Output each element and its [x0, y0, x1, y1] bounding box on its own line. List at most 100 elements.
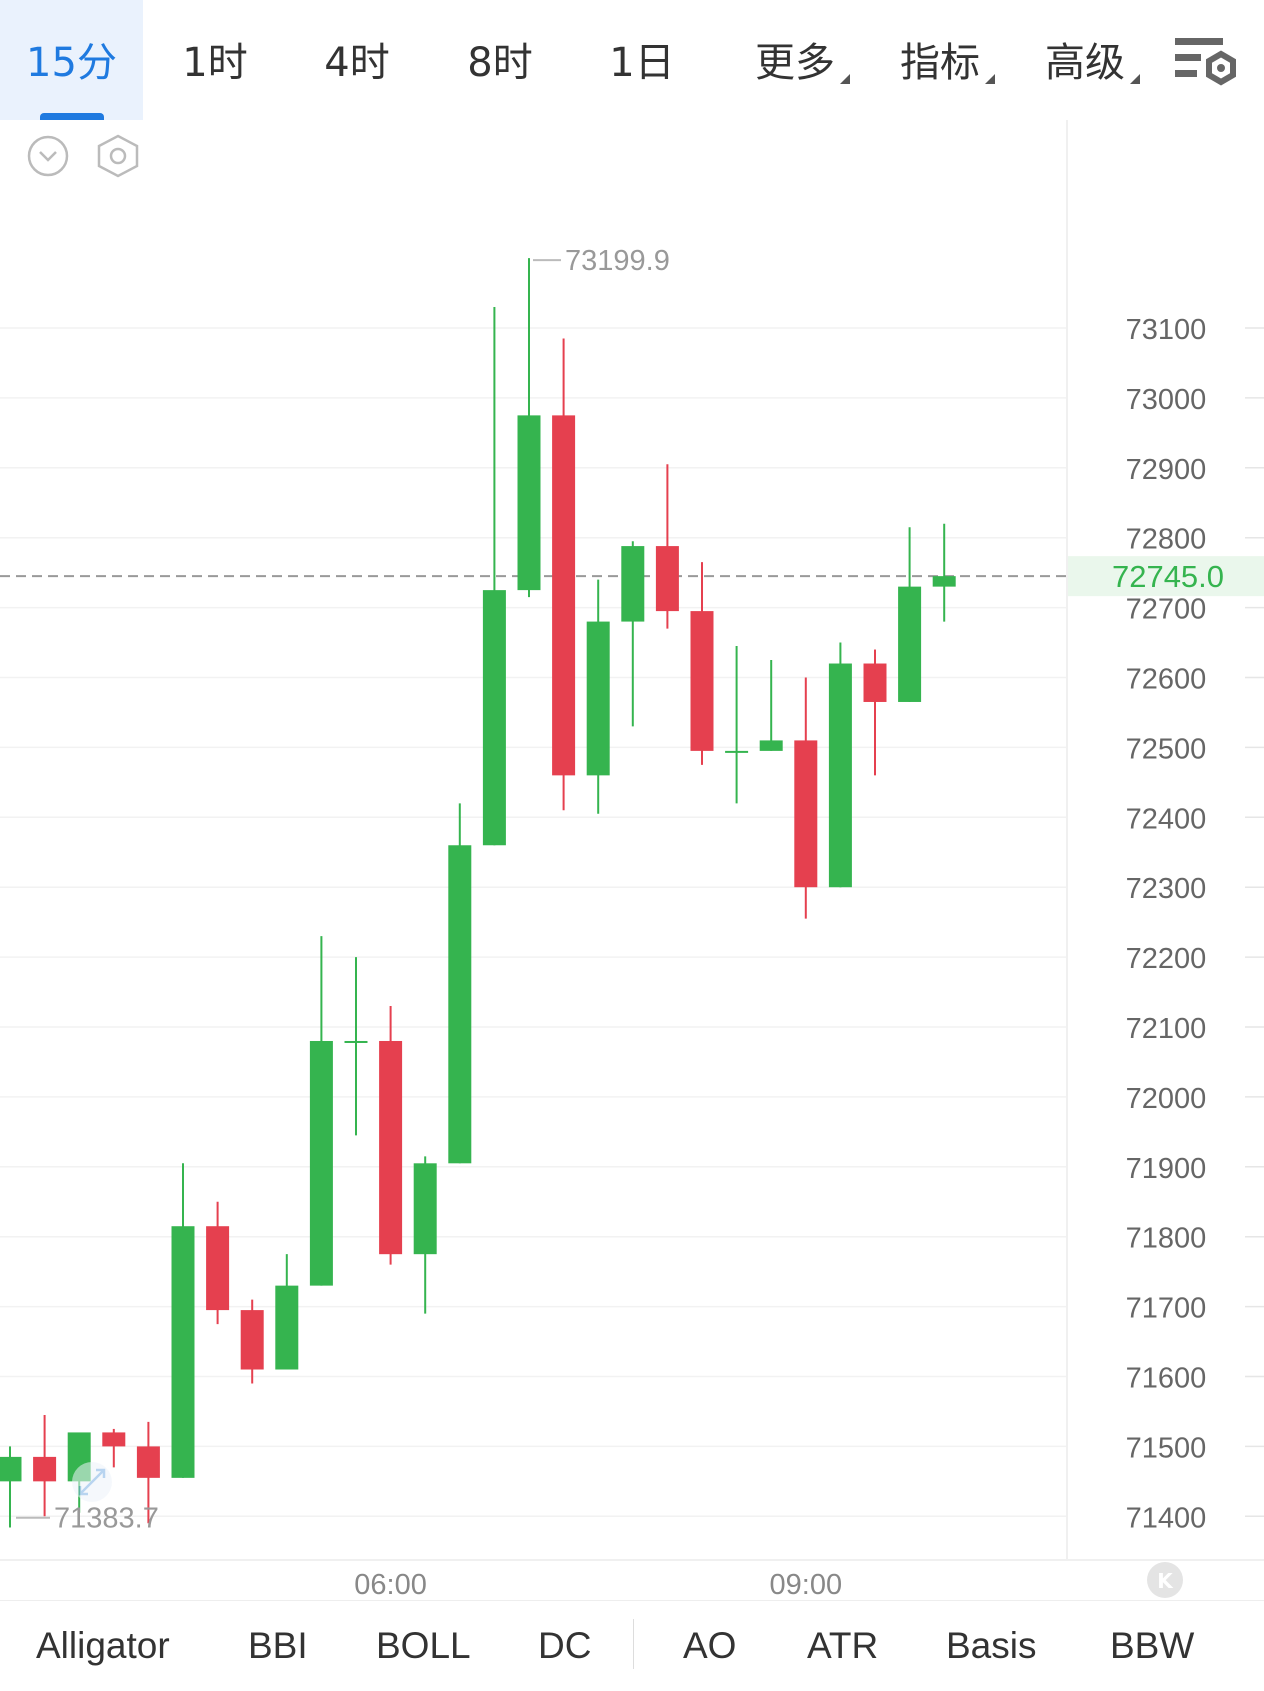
candle-body	[448, 845, 472, 1164]
indicator-alligator[interactable]: Alligator	[36, 1625, 170, 1666]
indicator-atr[interactable]: ATR	[807, 1625, 879, 1666]
hexagon-gear-icon[interactable]	[97, 134, 139, 178]
tab-4h[interactable]: 4时	[307, 0, 407, 120]
tab-label: 8时	[467, 40, 533, 86]
candle	[932, 523, 956, 622]
candle-body	[482, 590, 506, 846]
candle-body	[725, 750, 749, 753]
candle-body	[171, 1226, 195, 1478]
candle	[171, 1163, 195, 1478]
tab-1h[interactable]: 1时	[165, 0, 265, 120]
y-tick-label: 72600	[1126, 664, 1207, 696]
y-tick-label: 72300	[1126, 873, 1207, 905]
tab-label: 1日	[609, 40, 675, 86]
candle	[309, 936, 333, 1286]
y-tick-label: 72100	[1126, 1013, 1207, 1045]
tab-indicators-dropdown[interactable]: 指标	[885, 0, 995, 120]
indicator-divider	[633, 1619, 634, 1669]
indicator-boll[interactable]: BOLL	[376, 1625, 471, 1666]
y-tick-label: 71900	[1126, 1153, 1207, 1185]
tab-label: 指标	[900, 40, 980, 86]
x-axis-labels: 06:00 09:00	[354, 1569, 842, 1600]
y-tick-label: 72000	[1126, 1083, 1207, 1115]
candle-body	[206, 1226, 230, 1311]
candle	[586, 579, 610, 814]
candle	[655, 464, 679, 629]
y-tick-label: 71400	[1126, 1502, 1207, 1534]
chart-settings-icon[interactable]	[1175, 38, 1239, 90]
tab-1d[interactable]: 1日	[592, 0, 692, 120]
candle	[552, 338, 576, 811]
svg-text:K: K	[1157, 1569, 1174, 1593]
y-tick-label: 72900	[1126, 454, 1207, 486]
k-logo-icon: K	[1147, 1562, 1183, 1598]
indicator-basis[interactable]: Basis	[946, 1625, 1037, 1666]
candle-body	[552, 415, 576, 776]
x-tick-label: 06:00	[354, 1569, 427, 1600]
candle	[240, 1299, 264, 1384]
current-price-label: 72745.0	[1112, 559, 1224, 594]
candle-body	[932, 576, 956, 587]
candle-body	[136, 1446, 160, 1478]
tab-8h[interactable]: 8时	[450, 0, 550, 120]
extreme-markers: 73199.9 71383.7	[16, 245, 670, 1535]
candle-body	[655, 546, 679, 612]
candle	[759, 660, 783, 751]
candle-body	[344, 1040, 368, 1043]
candle	[102, 1428, 126, 1468]
candle	[379, 1006, 403, 1265]
tab-15m[interactable]: 15分	[0, 0, 143, 120]
indicator-bbw[interactable]: BBW	[1110, 1625, 1195, 1666]
current-price-tag	[1068, 556, 1264, 597]
tab-label: 1时	[182, 40, 248, 86]
chevron-down-circle-icon[interactable]	[27, 135, 69, 177]
candle	[794, 677, 818, 919]
y-tick-label: 71600	[1126, 1363, 1207, 1395]
expand-arrows-icon[interactable]	[72, 1462, 112, 1502]
indicator-dc[interactable]: DC	[538, 1625, 592, 1666]
y-tick-label: 71500	[1126, 1432, 1207, 1464]
candle	[517, 258, 541, 598]
indicator-bbi[interactable]: BBI	[248, 1625, 308, 1666]
candle-body	[240, 1310, 264, 1370]
dropdown-caret-icon	[985, 74, 995, 84]
candle-body	[828, 663, 852, 888]
tab-more-dropdown[interactable]: 更多	[740, 0, 850, 120]
candle-body	[621, 546, 645, 622]
candle-body	[690, 611, 714, 751]
candle-body	[898, 586, 922, 702]
x-tick-label: 09:00	[770, 1569, 843, 1600]
dropdown-caret-icon	[840, 74, 850, 84]
candle	[828, 642, 852, 888]
candle-body	[102, 1432, 126, 1447]
tab-label: 15分	[26, 40, 117, 86]
candle	[413, 1156, 437, 1314]
indicator-bar: Alligator BBI BOLL DC AO ATR Basis BBW	[0, 1600, 1264, 1684]
active-tab-indicator	[40, 113, 104, 120]
candle	[136, 1421, 160, 1524]
y-tick-label: 72800	[1126, 524, 1207, 556]
low-marker-label: 71383.7	[54, 1503, 159, 1535]
candle	[690, 562, 714, 765]
candle-body	[586, 621, 610, 776]
y-tick-label: 72200	[1126, 943, 1207, 975]
candle-body	[33, 1456, 57, 1482]
tab-advanced-dropdown[interactable]: 高级	[1030, 0, 1140, 120]
candle	[344, 957, 368, 1136]
y-tick-label: 72700	[1126, 594, 1207, 626]
candle-body	[863, 663, 887, 702]
indicator-ao[interactable]: AO	[683, 1625, 737, 1666]
candle	[725, 646, 749, 804]
tab-label: 更多	[755, 40, 835, 86]
high-marker-label: 73199.9	[565, 245, 670, 277]
candle	[206, 1201, 230, 1325]
y-tick-label: 72500	[1126, 733, 1207, 765]
candles	[0, 258, 956, 1528]
y-tick-label: 73000	[1126, 384, 1207, 416]
y-tick-label: 71700	[1126, 1293, 1207, 1325]
candle	[0, 1446, 22, 1528]
candle-body	[275, 1285, 299, 1370]
y-tick-label: 72400	[1126, 803, 1207, 835]
candlestick-chart[interactable]: 73100 73000 72900 72800 72700 72600 72500 72400…	[0, 120, 1264, 1600]
candle-body	[309, 1040, 333, 1286]
